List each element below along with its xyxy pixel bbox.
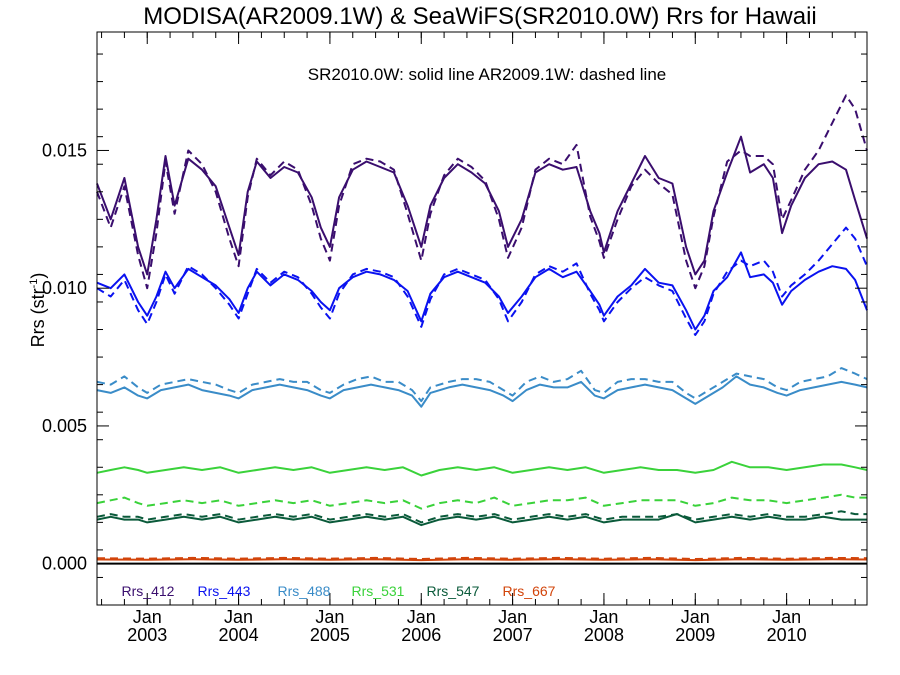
x-tick-month-label: Jan <box>315 607 344 627</box>
x-tick-year-label: 2006 <box>401 625 441 645</box>
legend-entry-rrs-547: Rrs_547 <box>427 583 480 599</box>
y-tick-label: 0.010 <box>42 278 87 298</box>
plot-frame <box>96 31 868 606</box>
rrs-531-seawifs-solid-line <box>96 460 868 477</box>
line-style-annotation: SR2010.0W: solid line AR2009.1W: dashed … <box>308 65 667 84</box>
rrs-667-modisa-dashed-line <box>96 556 868 560</box>
series-layer <box>96 94 868 562</box>
y-axis-label: Rrs (str-1) <box>28 273 48 348</box>
legend-entry-rrs-412: Rrs_412 <box>122 583 175 599</box>
y-axis-label-text: Rrs (str <box>28 288 48 347</box>
x-tick-year-label: 2004 <box>219 625 259 645</box>
rrs-488-modisa-dashed-line <box>96 367 868 403</box>
rrs-531-modisa-dashed-line <box>96 493 867 510</box>
x-tick-month-label: Jan <box>498 607 527 627</box>
x-tick-month-label: Jan <box>681 607 710 627</box>
legend-entry-rrs-488: Rrs_488 <box>278 583 331 599</box>
y-axis-label-close: ) <box>28 273 48 279</box>
legend-entry-rrs-443: Rrs_443 <box>198 583 251 599</box>
rrs-443-seawifs-solid-line <box>96 251 868 331</box>
x-tick-year-label: 2007 <box>493 625 533 645</box>
x-tick-month-label: Jan <box>407 607 436 627</box>
x-tick-year-label: 2008 <box>584 625 624 645</box>
rrs-488-seawifs-solid-line <box>96 375 868 408</box>
rrs-412-modisa-dashed-line <box>96 94 868 290</box>
legend-entry-rrs-531: Rrs_531 <box>352 583 405 599</box>
x-tick-year-label: 2009 <box>675 625 715 645</box>
x-tick-year-label: 2005 <box>310 625 350 645</box>
x-tick-month-label: Jan <box>772 607 801 627</box>
rrs-443-modisa-dashed-line <box>96 226 868 336</box>
rrs-547-modisa-dashed-line <box>96 510 867 524</box>
y-tick-label: 0.015 <box>42 140 87 160</box>
x-tick-year-label: 2003 <box>127 625 167 645</box>
rrs-547-seawifs-solid-line <box>96 513 867 527</box>
x-tick-month-label: Jan <box>589 607 618 627</box>
y-tick-label: 0.000 <box>42 554 87 574</box>
x-tick-month-label: Jan <box>224 607 253 627</box>
legend: Rrs_412 Rrs_443 Rrs_488 Rrs_531 Rrs_547 Rrs_6… <box>122 583 556 599</box>
x-tick-year-label: 2010 <box>767 625 807 645</box>
y-axis-label-superscript: -1 <box>28 279 40 289</box>
rrs-667-seawifs-solid-line <box>96 558 868 562</box>
axis-layer: 0.0000.0050.0100.015Jan2003Jan2004Jan200… <box>42 32 867 645</box>
y-tick-label: 0.005 <box>42 416 87 436</box>
x-tick-month-label: Jan <box>133 607 162 627</box>
legend-entry-rrs-667: Rrs_667 <box>503 583 556 599</box>
chart-title: MODISA(AR2009.1W) & SeaWiFS(SR2010.0W) R… <box>143 3 817 30</box>
rrs-412-seawifs-solid-line <box>96 135 868 276</box>
